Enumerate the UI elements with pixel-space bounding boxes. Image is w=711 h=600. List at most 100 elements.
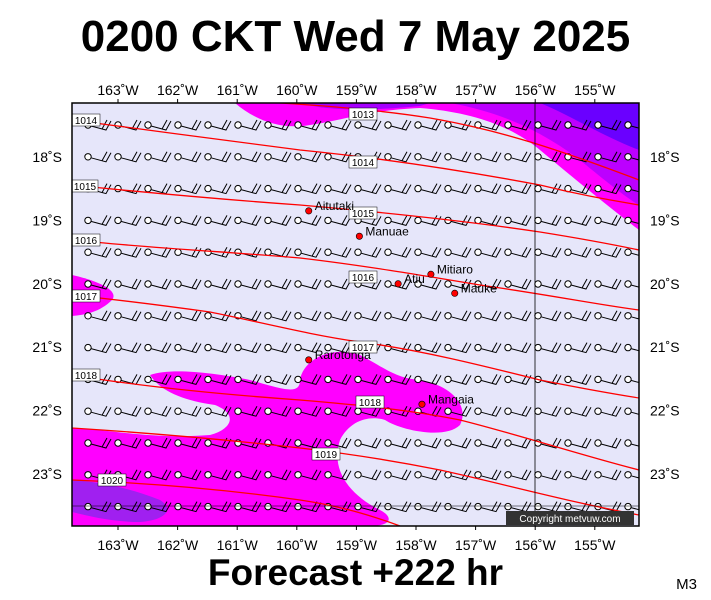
longitude-axis: 163˚W 163˚W 162˚W 162˚W 161˚W 161˚W 160˚W 160˚W…: [97, 82, 616, 553]
wind-barb: [174, 119, 202, 131]
wind-barb: [624, 153, 639, 161]
island-label: Aitutaki: [315, 199, 354, 213]
wind-barb: [624, 312, 639, 320]
wind-barb: [324, 405, 352, 417]
wind-barb: [144, 215, 172, 226]
wind-barb: [264, 469, 292, 481]
wind-barb: [324, 183, 352, 195]
wind-barb: [354, 374, 382, 385]
isobar-1019: [72, 427, 639, 516]
wind-barb: [114, 405, 142, 417]
wind-barb: [564, 469, 592, 481]
wind-barb: [174, 342, 202, 354]
longitude-tick-label: 160˚W: [276, 82, 318, 98]
wind-barb: [624, 248, 639, 256]
isobar-1015: [72, 184, 639, 251]
wind-barb: [114, 278, 142, 290]
wind-barb: [264, 151, 292, 163]
wind-barb: [564, 278, 592, 290]
wind-barb: [84, 501, 112, 513]
wind-barb: [474, 246, 502, 258]
wind-barb: [144, 437, 172, 449]
wind-barb: [594, 151, 622, 163]
isobar-label: 1016: [352, 273, 375, 284]
wind-barb: [324, 437, 352, 449]
longitude-tick-label: 157˚W: [455, 537, 497, 553]
wind-barb: [294, 501, 322, 513]
longitude-tick-label: 158˚W: [395, 537, 437, 553]
wind-barb: [564, 374, 592, 385]
latitude-axis: 18˚S 18˚S 19˚S 19˚S 20˚S 20˚S 21˚S 21˚S 22˚S 22˚S…: [32, 149, 679, 482]
wind-barb: [414, 278, 442, 290]
isobar-label: 1015: [74, 182, 97, 193]
wind-barb: [504, 342, 532, 354]
wind-barb: [624, 407, 639, 415]
longitude-tick-label: 157˚W: [455, 82, 497, 98]
wind-barb: [474, 183, 502, 195]
wind-barb: [114, 310, 142, 322]
isobar-1013: [279, 103, 639, 181]
wind-barb: [204, 183, 232, 195]
wind-barb: [174, 469, 202, 481]
wind-barb: [234, 342, 262, 354]
island-dot: [451, 289, 459, 297]
wind-barb: [414, 215, 442, 226]
wind-barb: [444, 310, 472, 322]
wind-barb: [114, 501, 142, 513]
forecast-hour: Forecast +222 hr: [207, 552, 504, 593]
isobar-1020: [72, 479, 401, 526]
isobar-label: 1019: [315, 450, 338, 461]
island-label: Atiu: [404, 272, 425, 286]
wind-barb: [174, 437, 202, 449]
wind-barb: [414, 374, 442, 385]
wind-barb: [234, 215, 262, 226]
wind-barb: [144, 119, 172, 131]
wind-barb: [444, 183, 472, 195]
wind-barb: [264, 215, 292, 226]
wind-barb: [84, 405, 112, 417]
island-dot: [418, 400, 426, 408]
wind-barb: [594, 374, 622, 385]
wind-barb: [294, 151, 322, 163]
wind-barb: [114, 246, 142, 258]
wind-barb: [204, 119, 232, 131]
wind-barb: [204, 342, 232, 354]
wind-barb: [414, 437, 442, 449]
longitude-tick-label: 158˚W: [395, 82, 437, 98]
isobar-label: 1020: [101, 476, 124, 487]
wind-barb: [534, 342, 562, 354]
wind-barb: [84, 215, 112, 226]
longitude-tick-label: 155˚W: [574, 537, 616, 553]
wind-barb: [234, 119, 262, 131]
wind-barb: [624, 184, 639, 193]
map-title: 0200 CKT Wed 7 May 2025: [80, 12, 631, 61]
wind-barb: [624, 343, 639, 352]
wind-barb: [324, 374, 352, 385]
wind-barb: [564, 215, 592, 226]
wind-barb: [474, 437, 502, 449]
wind-barb: [354, 246, 382, 258]
wind-barb: [384, 310, 412, 322]
wind-barb: [294, 278, 322, 290]
wind-barb: [624, 280, 639, 288]
wind-barb: [384, 246, 412, 258]
island-label: Mauke: [461, 281, 497, 295]
wind-barb: [144, 405, 172, 417]
longitude-tick-label: 159˚W: [336, 82, 378, 98]
wind-barb: [384, 183, 412, 195]
wind-barb: [384, 151, 412, 163]
isobar-label: 1018: [359, 398, 382, 409]
wind-barb: [294, 310, 322, 322]
wind-barb: [414, 246, 442, 258]
wind-barb: [294, 215, 322, 226]
longitude-tick-label: 161˚W: [217, 537, 259, 553]
wind-barb: [474, 151, 502, 163]
wind-barb: [204, 469, 232, 481]
wind-barb: [564, 342, 592, 354]
wind-barb: [384, 469, 412, 481]
wind-barb: [354, 437, 382, 449]
wind-barb: [534, 469, 562, 481]
latitude-tick-label: 20˚S: [32, 276, 62, 292]
wind-barb: [594, 278, 622, 290]
wind-barb: [174, 310, 202, 322]
